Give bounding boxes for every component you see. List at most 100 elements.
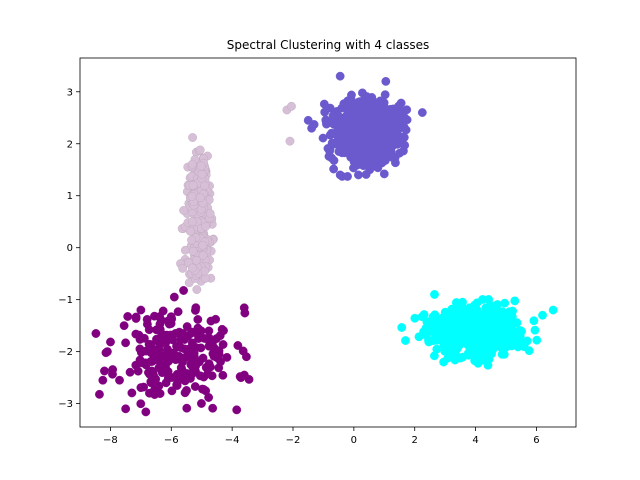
point-series-0 [158, 306, 168, 316]
point-series-1 [198, 251, 208, 260]
point-series-0 [180, 388, 190, 398]
point-series-0 [239, 370, 249, 380]
y-tick-label: 3 [67, 87, 73, 98]
point-series-0 [106, 337, 115, 347]
point-series-2 [342, 146, 352, 156]
point-series-2 [303, 115, 313, 125]
point-series-3 [432, 344, 442, 354]
point-series-2 [381, 123, 391, 133]
point-series-0 [189, 353, 199, 363]
point-series-3 [471, 355, 480, 364]
point-series-1 [187, 217, 197, 227]
point-series-1 [192, 285, 202, 294]
point-series-1 [198, 240, 208, 250]
point-series-0 [172, 369, 182, 379]
point-series-2 [350, 137, 359, 147]
point-series-1 [191, 255, 201, 265]
point-series-1 [187, 235, 196, 245]
point-series-0 [163, 373, 173, 383]
point-series-1 [187, 192, 197, 201]
point-series-3 [449, 314, 459, 323]
point-series-0 [102, 347, 112, 357]
chart-title: Spectral Clustering with 4 classes [227, 38, 429, 52]
point-series-0 [154, 338, 164, 347]
point-series-0 [180, 376, 190, 386]
point-series-2 [395, 136, 404, 146]
point-series-1 [205, 209, 215, 218]
point-series-1 [195, 145, 205, 155]
point-series-0 [240, 308, 250, 318]
point-series-3 [471, 325, 481, 335]
point-series-1 [187, 263, 197, 273]
point-series-0 [238, 346, 248, 356]
point-series-0 [108, 369, 117, 379]
point-series-2 [337, 135, 347, 145]
point-series-0 [121, 404, 131, 414]
point-series-2 [362, 111, 372, 121]
point-series-0 [214, 363, 224, 373]
x-tick-label: 0 [351, 435, 357, 446]
point-series-0 [171, 329, 180, 338]
point-series-3 [478, 340, 488, 350]
x-tick-label: −4 [225, 435, 240, 446]
point-series-3 [484, 295, 494, 304]
point-series-1 [195, 193, 205, 202]
point-series-3 [507, 341, 517, 351]
point-series-3 [504, 310, 514, 320]
point-series-0 [131, 314, 141, 323]
point-series-3 [480, 332, 490, 341]
point-series-2 [371, 145, 381, 155]
point-series-2 [325, 144, 335, 154]
point-series-0 [155, 389, 165, 398]
point-series-1 [178, 263, 188, 273]
point-series-2 [357, 142, 367, 152]
point-series-2 [393, 123, 402, 133]
point-series-3 [429, 315, 439, 325]
point-series-3 [450, 348, 460, 358]
point-series-3 [504, 331, 514, 341]
x-tick-label: 2 [412, 435, 418, 446]
point-series-3 [439, 357, 449, 367]
point-series-0 [164, 357, 173, 366]
point-series-0 [121, 338, 130, 348]
point-series-3 [510, 296, 520, 306]
point-series-0 [151, 374, 161, 384]
point-series-3 [548, 305, 558, 315]
y-axis: −3 −2 −1 0 1 2 3 [58, 87, 80, 410]
point-series-0 [123, 312, 133, 321]
point-series-0 [232, 405, 242, 415]
point-series-2 [369, 156, 379, 166]
point-series-2 [359, 153, 369, 163]
point-series-0 [119, 321, 129, 331]
point-series-1 [185, 226, 195, 236]
plot-frame [79, 57, 577, 428]
point-series-2 [319, 99, 329, 109]
point-series-2 [328, 111, 338, 121]
point-series-2 [358, 161, 368, 171]
point-series-0 [142, 314, 152, 324]
point-series-2 [379, 169, 389, 179]
point-series-2 [388, 152, 398, 162]
point-series-2 [402, 105, 412, 115]
point-series-0 [95, 389, 104, 399]
y-tick-label: −3 [58, 399, 73, 410]
point-series-2 [343, 172, 352, 181]
point-series-0 [197, 399, 206, 408]
point-series-0 [141, 407, 151, 417]
y-tick-label: −2 [58, 347, 73, 358]
point-series-0 [214, 349, 224, 359]
point-series-2 [365, 165, 375, 175]
point-series-1 [188, 133, 197, 142]
point-series-0 [204, 393, 214, 402]
point-series-0 [145, 388, 154, 398]
point-series-0 [222, 352, 232, 362]
point-series-0 [136, 305, 146, 315]
point-series-1 [188, 246, 198, 256]
point-series-3 [456, 336, 466, 346]
point-series-3 [513, 333, 523, 342]
point-series-3 [430, 290, 439, 299]
point-series-2 [352, 125, 362, 135]
point-series-0 [135, 334, 145, 344]
point-series-3 [410, 313, 420, 323]
